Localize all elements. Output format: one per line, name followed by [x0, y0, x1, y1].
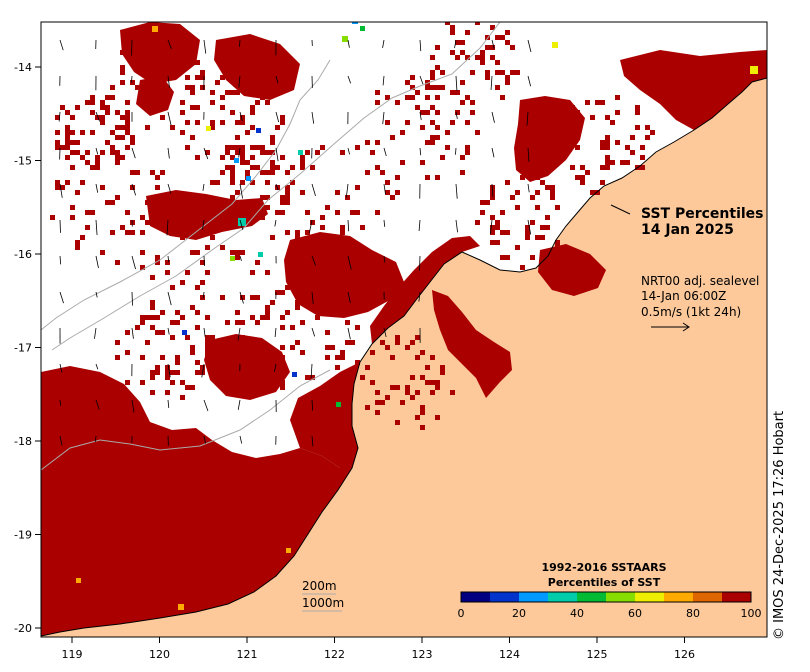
high-percentile-region-bay	[538, 244, 606, 296]
colorbar-tick-label: 80	[686, 607, 700, 620]
colorbar-swatch	[519, 592, 549, 602]
y-tick-label: -18	[14, 435, 32, 448]
current-info-line2: 14-Jan 06:00Z	[641, 289, 726, 303]
y-tick-label: -19	[14, 529, 32, 542]
map-plot-area	[41, 22, 767, 637]
land-mass	[41, 78, 767, 637]
y-tick-label: -16	[14, 248, 32, 261]
y-tick-label: -20	[14, 622, 32, 635]
map-title-line1: SST Percentiles	[641, 206, 764, 222]
colorbar-title-line1: 1992-2016 SSTAARS	[541, 561, 666, 574]
x-tick-label: 119	[62, 648, 83, 661]
current-info-line3: 0.5m/s (1kt 24h)	[641, 305, 741, 319]
colorbar-swatch	[606, 592, 636, 602]
isobath-1000m	[41, 59, 331, 331]
scattered-high-percentile-pixels	[50, 22, 655, 430]
colorbar-swatch	[548, 592, 578, 602]
plot-frame	[40, 21, 768, 638]
colorbar-swatch	[577, 592, 607, 602]
high-percentile-region-northeast-2	[620, 50, 767, 130]
y-axis: -14 -15 -16 -17 -18 -19 -20	[14, 61, 41, 635]
current-vectors	[58, 39, 532, 447]
colorbar-tick-label: 40	[570, 607, 584, 620]
gulf-inlet	[432, 290, 512, 398]
x-tick-label: 126	[674, 648, 695, 661]
low-percentile-pixels	[76, 22, 758, 610]
current-info-line1: NRT00 adj. sealevel	[641, 274, 759, 288]
isobath-inner	[41, 369, 331, 471]
isobath-legend-1000m: 1000m	[302, 596, 344, 610]
colorbar-tick-label: 20	[512, 607, 526, 620]
colorbar-swatch	[461, 592, 491, 602]
high-percentile-region-coast	[370, 236, 480, 344]
colorbar: 1992-2016 SSTAARS Percentiles of SST 0 20…	[458, 561, 762, 620]
colorbar-swatches	[460, 591, 752, 603]
y-tick-label: -15	[14, 155, 32, 168]
y-tick-label: -14	[14, 61, 32, 74]
high-percentile-region-midcoast	[290, 362, 360, 468]
colorbar-ticks: 0 20 40 60 80 100	[458, 607, 762, 620]
colorbar-swatch	[490, 592, 520, 602]
x-tick-label: 120	[149, 648, 170, 661]
colorbar-tick-label: 60	[628, 607, 642, 620]
high-percentile-region-east	[284, 232, 404, 318]
high-percentile-region-center	[204, 334, 290, 400]
x-tick-label: 123	[412, 648, 433, 661]
high-percentile-region-southwest	[41, 366, 352, 636]
title-pointer-line	[610, 204, 631, 215]
colorbar-frame	[460, 591, 752, 603]
map-title-line2: 14 Jan 2025	[641, 222, 734, 238]
x-axis: 119 120 121 122 123 124 125 126	[62, 637, 695, 661]
x-tick-label: 121	[237, 648, 258, 661]
colorbar-tick-label: 100	[741, 607, 762, 620]
isobath-legend-200m: 200m	[302, 579, 337, 593]
colorbar-title-line2: Percentiles of SST	[548, 576, 661, 589]
high-percentile-region-west-cluster	[146, 190, 268, 240]
coastline	[41, 77, 767, 637]
x-tick-label: 125	[587, 648, 608, 661]
colorbar-tick-label: 0	[458, 607, 465, 620]
colorbar-swatch	[693, 592, 723, 602]
isobath-200m	[51, 22, 501, 351]
x-tick-label: 122	[324, 648, 345, 661]
credit-text: © IMOS 24-Dec-2025 17:26 Hobart	[772, 410, 787, 640]
colorbar-swatch	[635, 592, 665, 602]
reference-arrow-icon	[651, 322, 690, 332]
x-tick-label: 124	[499, 648, 520, 661]
colorbar-swatch	[664, 592, 694, 602]
y-tick-label: -17	[14, 342, 32, 355]
colorbar-swatch	[722, 592, 752, 602]
